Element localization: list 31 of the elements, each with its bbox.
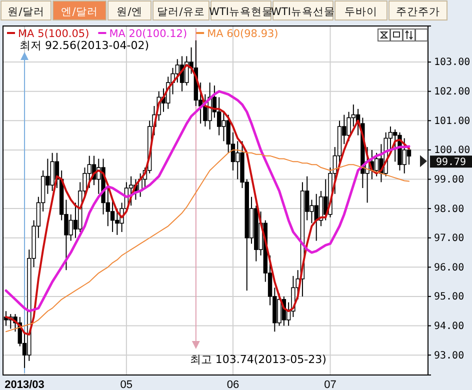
legend-label: MA 60(98.93) [207,28,278,40]
y-tick-label: 101.00 [434,116,470,127]
x-tick-label: 07 [324,378,336,390]
y-tick-label: 95.00 [434,292,464,303]
y-tick-label: 102.00 [434,86,470,98]
y-tick-label: 97.00 [434,233,464,244]
x-tick-label: 06 [226,378,240,390]
tab: 원/엔 [108,0,152,20]
annotation: 최고 103.74(2013-05-23) [190,353,326,366]
annotation: 최저 92.56(2013-04-02) [20,39,150,52]
tab: 엔/달러 [52,0,106,20]
tab: WTI뉴욕선물 [271,0,335,20]
line-series [4,90,410,312]
tab: 두바이 [334,0,388,20]
x-tick-label: 05 [120,378,133,390]
tab: 달러/유로 [152,0,210,20]
y-tick-label: 103.00 [434,57,470,68]
candlestick [406,149,412,166]
tab: WTI뉴욕현물 [209,0,273,20]
x-tick-label: 2013/03 [4,378,44,390]
y-tick-label: 93.00 [434,350,464,362]
legend-label: MA 5(100.05) [18,28,90,40]
y-tick-label: 99.00 [434,174,464,186]
y-tick-label: 100.00 [434,145,470,156]
tab: 원/달러 [0,0,52,20]
tab: 주간주가 [388,0,448,20]
y-tick-label: 96.00 [434,262,464,274]
y-tick-label: 98.00 [434,204,464,215]
text: 99.79 [436,157,466,168]
y-tick-label: 94.00 [434,320,464,332]
legend-label: MA 20(100.12) [109,28,188,40]
